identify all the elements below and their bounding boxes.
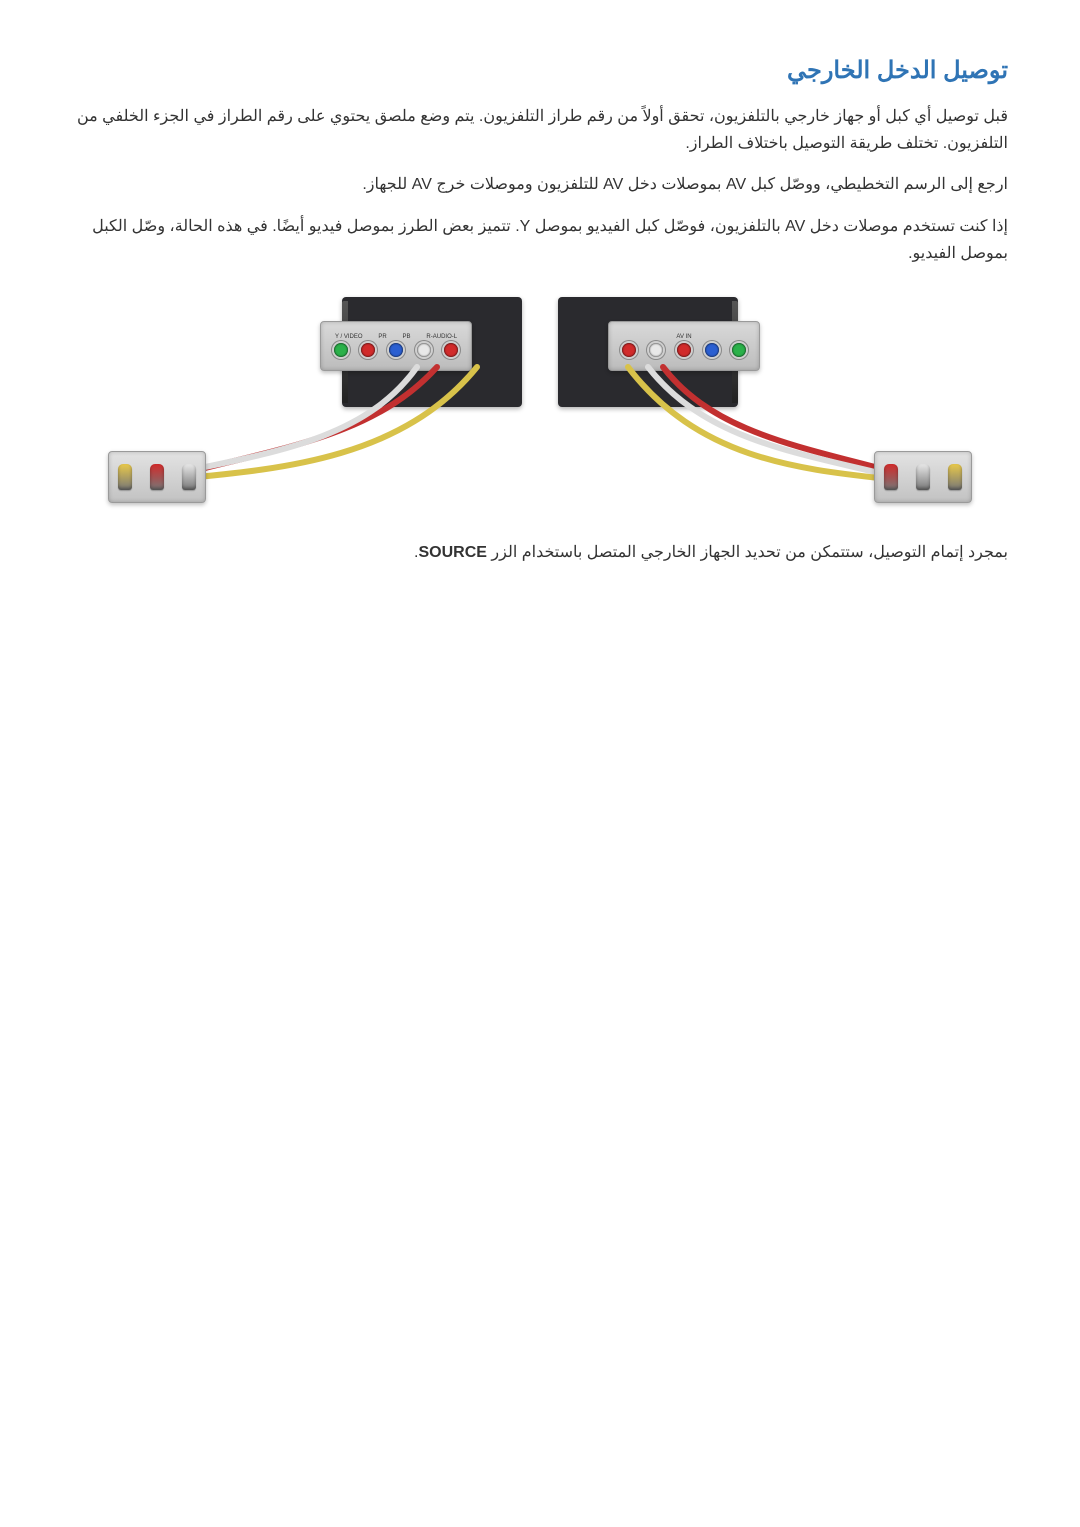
av-port <box>677 343 691 357</box>
paragraph-1: قبل توصيل أي كبل أو جهاز خارجي بالتلفزيو… <box>72 103 1008 157</box>
diagram-b: AV IN <box>558 289 1008 509</box>
port-label-row: AV IN <box>609 334 759 340</box>
port-label: Y / VIDEO <box>335 334 363 340</box>
av-port <box>417 343 431 357</box>
port-label: PB <box>403 334 411 340</box>
port-label: R-AUDIO-L <box>426 334 457 340</box>
av-port <box>649 343 663 357</box>
tv-port-panel: R-AUDIO-L PB PR Y / VIDEO <box>320 321 472 371</box>
port-row <box>321 343 471 357</box>
av-port <box>361 343 375 357</box>
source-keyword: SOURCE <box>419 544 487 561</box>
footer-before: بمجرد إتمام التوصيل، ستتمكن من تحديد الج… <box>487 544 1008 561</box>
external-device <box>874 451 972 503</box>
port-label: AV IN <box>676 334 691 340</box>
paragraph-2: ارجع إلى الرسم التخطيطي، ووصّل كبل AV بم… <box>72 171 1008 198</box>
av-port <box>732 343 746 357</box>
port-row <box>609 343 759 357</box>
diagram-row: R-AUDIO-L PB PR Y / VIDEO AV IN <box>72 289 1008 509</box>
footer-line: بمجرد إتمام التوصيل، ستتمكن من تحديد الج… <box>72 539 1008 566</box>
tv-port-panel: AV IN <box>608 321 760 371</box>
av-port <box>444 343 458 357</box>
external-device <box>108 451 206 503</box>
rca-plug <box>916 464 930 490</box>
rca-plug <box>884 464 898 490</box>
rca-plug <box>150 464 164 490</box>
av-port <box>705 343 719 357</box>
av-port <box>622 343 636 357</box>
port-label: PR <box>378 334 386 340</box>
rca-plug <box>948 464 962 490</box>
av-port <box>334 343 348 357</box>
diagram-a: R-AUDIO-L PB PR Y / VIDEO <box>72 289 522 509</box>
port-label-row: R-AUDIO-L PB PR Y / VIDEO <box>321 334 471 340</box>
av-port <box>389 343 403 357</box>
page-title: توصيل الدخل الخارجي <box>72 56 1008 85</box>
page: توصيل الدخل الخارجي قبل توصيل أي كبل أو … <box>0 0 1080 626</box>
paragraph-3: إذا كنت تستخدم موصلات دخل AV بالتلفزيون،… <box>72 213 1008 267</box>
rca-plug <box>118 464 132 490</box>
rca-plug <box>182 464 196 490</box>
